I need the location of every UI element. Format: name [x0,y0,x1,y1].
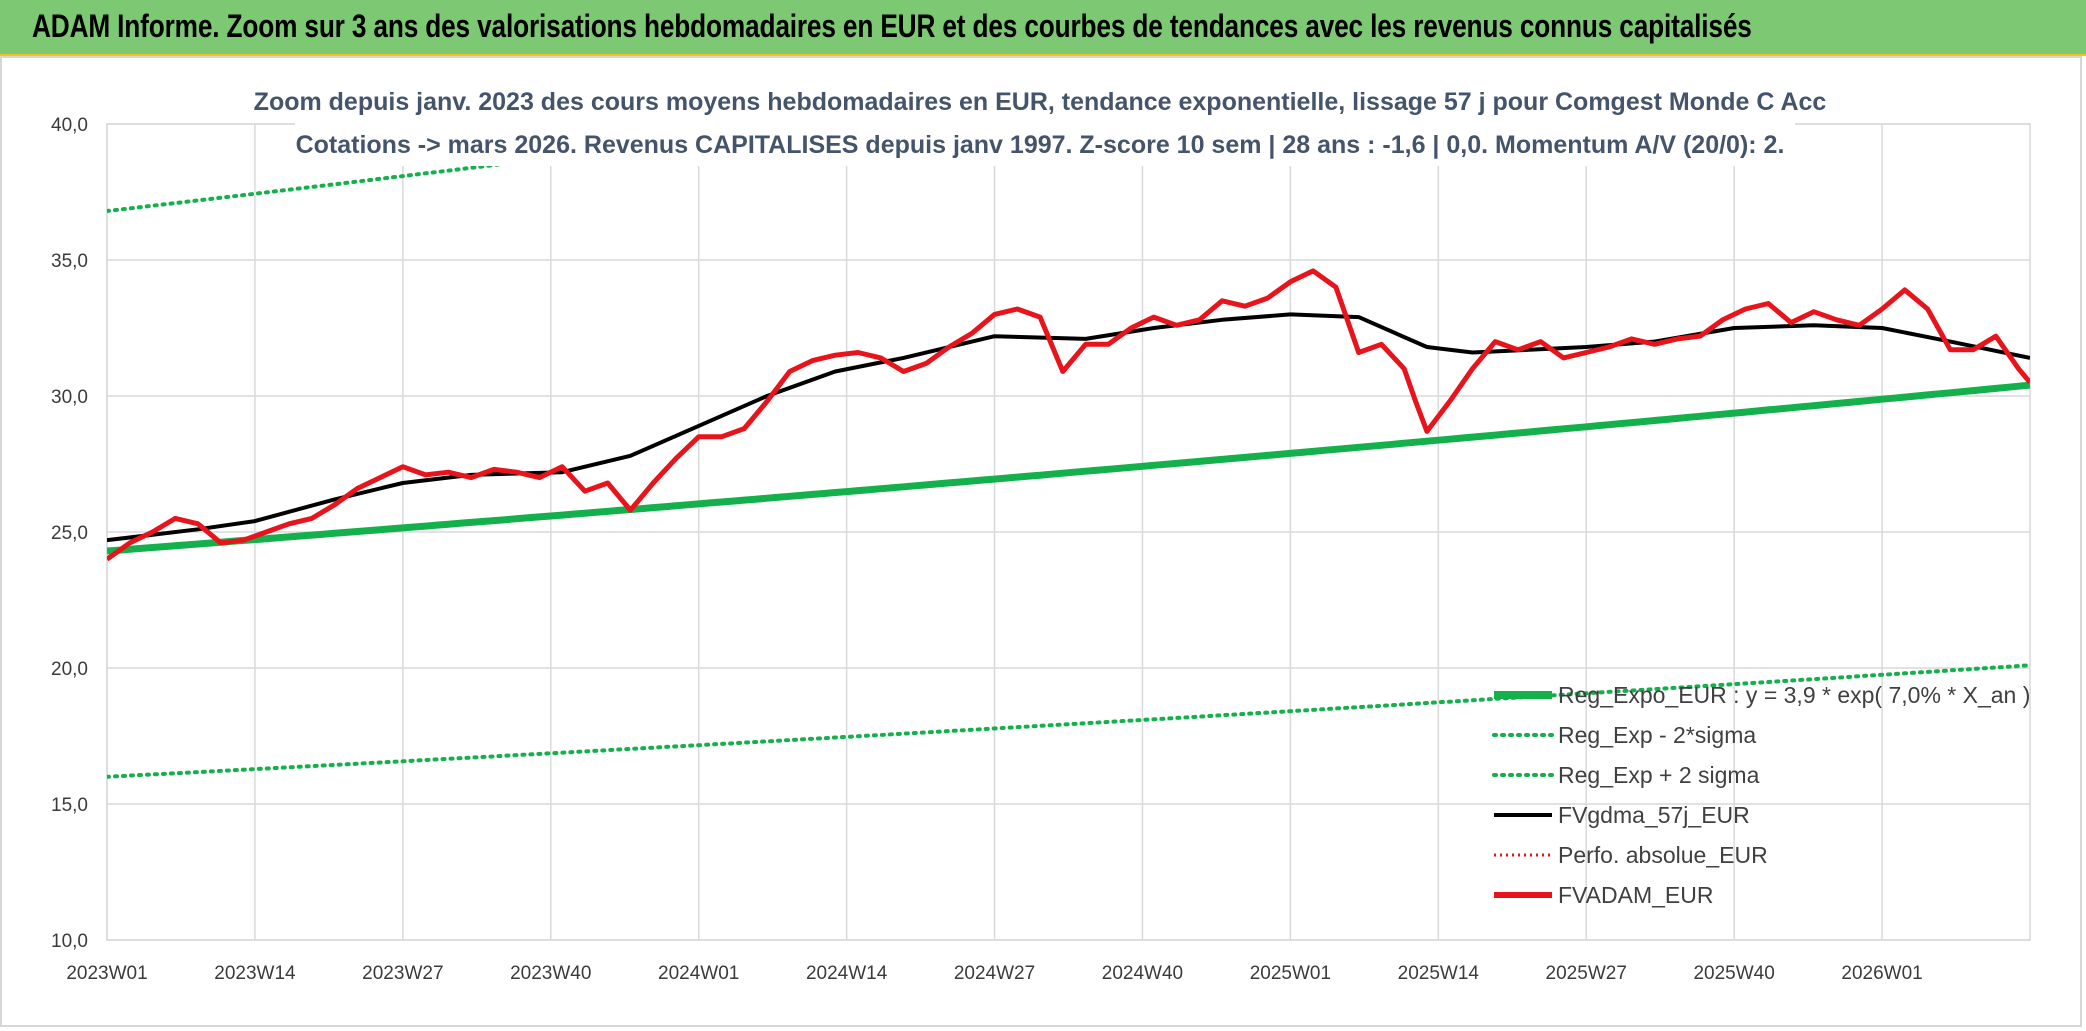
x-tick-label: 2024W14 [806,963,888,984]
y-axis-ticks: 10,0 15,0 20,0 25,0 30,0 35,0 40,0 [51,115,88,952]
x-tick-label: 2025W40 [1693,963,1774,984]
legend-label-minus2: Reg_Exp - 2*sigma [1558,722,1756,748]
x-tick-label: 2025W14 [1398,963,1480,984]
report-banner: ADAM Informe. Zoom sur 3 ans des valoris… [0,0,2086,56]
chart-legend: Reg_Expo_EUR : y = 3,9 * exp( 7,0% * X_a… [1492,682,2030,908]
x-tick-label: 2023W01 [66,963,147,984]
x-axis-ticks: 2023W01 2023W14 2023W27 2023W40 2024W01 2024W… [66,963,1922,984]
y-tick-label: 35,0 [51,251,88,272]
chart-subtitle-line-1: Zoom depuis janv. 2023 des cours moyens … [254,88,1827,116]
x-tick-label: 2023W40 [510,963,591,984]
y-tick-label: 30,0 [51,387,88,408]
legend-label-fvadam: FVADAM_EUR [1558,882,1714,908]
fvadam-line [107,268,2030,562]
chart-subtitle-line-2: Cotations -> mars 2026. Revenus CAPITALI… [296,131,1785,159]
x-tick-label: 2023W27 [362,963,443,984]
legend-label-perfo: Perfo. absolue_EUR [1558,842,1768,868]
minus-2-sigma-line [107,663,2030,779]
y-tick-label: 15,0 [51,795,88,816]
y-tick-label: 40,0 [51,115,88,136]
x-tick-label: 2024W01 [658,963,739,984]
legend-label-gdma: FVgdma_57j_EUR [1558,802,1750,828]
x-tick-label: 2025W27 [1546,963,1627,984]
x-tick-label: 2024W40 [1102,963,1183,984]
y-tick-label: 20,0 [51,659,88,680]
legend-label-reg: Reg_Expo_EUR : y = 3,9 * exp( 7,0% * X_a… [1558,682,2030,708]
series-lines [107,124,2030,779]
x-tick-label: 2024W27 [954,963,1035,984]
legend-label-plus2: Reg_Exp + 2 sigma [1558,762,1760,788]
gdma-57j-line [107,312,2030,543]
subtitle-background [295,80,1795,166]
chart-frame [0,56,2082,1027]
x-tick-label: 2023W14 [214,963,296,984]
plus-2-sigma-line [107,124,842,213]
y-tick-label: 10,0 [51,931,88,952]
report-title: ADAM Informe. Zoom sur 3 ans des valoris… [32,8,1752,44]
x-tick-label: 2025W01 [1250,963,1331,984]
y-tick-label: 25,0 [51,523,88,544]
reg-expo-line [107,381,2030,555]
x-tick-label: 2026W01 [1841,963,1922,984]
